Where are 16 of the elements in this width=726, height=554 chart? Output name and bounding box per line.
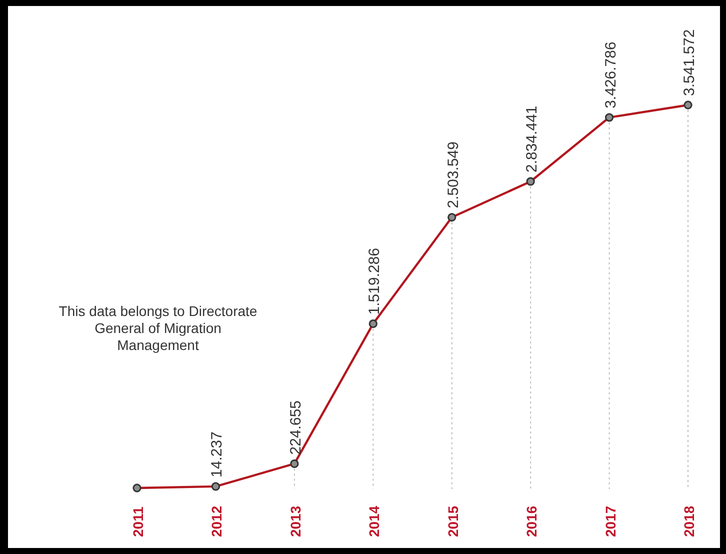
x-tick-label: 2014 [366, 506, 382, 537]
data-label: 2.834.441 [524, 106, 541, 172]
data-label: 224.655 [287, 400, 304, 455]
data-label: 3.541.572 [681, 29, 698, 96]
x-tick-label: 2016 [524, 506, 540, 537]
data-label: 14.237 [208, 432, 226, 478]
x-tick-label: 2017 [602, 506, 618, 537]
data-label: 3.426.786 [602, 42, 620, 108]
x-tick-label: 2013 [287, 506, 304, 537]
x-tick-label: 2012 [208, 506, 225, 537]
annotation: This data belongs to Directorate General of Migration Management [58, 303, 258, 353]
x-tick-label: 2011 [130, 506, 146, 537]
x-tick-label: 2015 [444, 506, 461, 537]
data-label: 1.519.286 [366, 248, 384, 315]
data-label: 2.503.549 [444, 142, 462, 208]
x-tick-label: 2018 [681, 506, 697, 537]
